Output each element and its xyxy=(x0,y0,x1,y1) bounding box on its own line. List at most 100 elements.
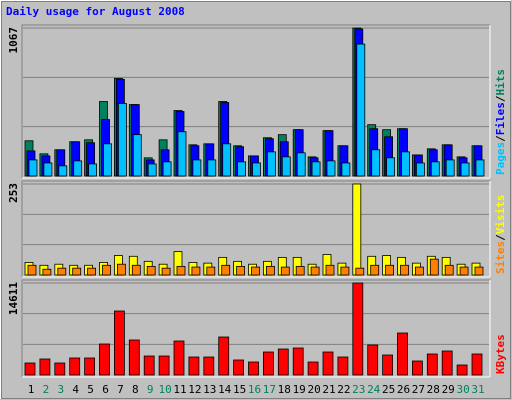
bar xyxy=(162,161,172,177)
bar xyxy=(356,43,366,177)
bar xyxy=(88,163,97,177)
bar xyxy=(158,355,170,376)
bar xyxy=(382,354,394,376)
x-tick-label: 7 xyxy=(117,383,124,396)
bar xyxy=(441,350,453,376)
bar xyxy=(24,362,36,376)
x-tick-label: 31 xyxy=(471,383,484,396)
x-tick-label: 14 xyxy=(218,383,232,396)
bar xyxy=(426,353,438,376)
x-tick-label: 25 xyxy=(382,383,395,396)
bar xyxy=(352,282,364,376)
bar xyxy=(326,160,336,177)
bar xyxy=(248,361,259,376)
bar xyxy=(445,159,455,177)
legend-entry: Sites xyxy=(494,241,507,274)
bar xyxy=(43,162,53,177)
bar xyxy=(173,340,185,376)
bar xyxy=(251,266,260,276)
x-tick-label: 8 xyxy=(132,383,139,396)
x-tick-label: 2 xyxy=(43,383,50,396)
x-tick-label: 26 xyxy=(397,383,410,396)
bar xyxy=(143,355,155,376)
bar xyxy=(352,183,362,276)
bar xyxy=(367,344,379,376)
bar xyxy=(39,358,51,376)
bar xyxy=(385,264,395,276)
bar xyxy=(474,266,484,276)
bar xyxy=(310,266,320,276)
legend: Pages/Files/Hits xyxy=(494,69,507,175)
legend-entry: Pages xyxy=(494,142,507,175)
bar xyxy=(456,364,468,376)
bar xyxy=(252,162,261,177)
bar xyxy=(206,266,216,276)
x-tick-label: 5 xyxy=(87,383,94,396)
bar xyxy=(28,159,38,177)
bar xyxy=(429,258,439,276)
bar xyxy=(87,267,96,276)
bar xyxy=(414,266,424,276)
bar xyxy=(325,264,335,276)
bar xyxy=(131,264,141,276)
legend: KBytes xyxy=(494,334,507,374)
y-tick-label: 253 xyxy=(7,183,20,203)
legend-entry: KBytes xyxy=(494,334,507,374)
bar xyxy=(236,265,246,276)
bar xyxy=(73,160,83,177)
bar xyxy=(370,264,380,276)
bar xyxy=(295,265,305,276)
bar xyxy=(218,336,230,376)
bar xyxy=(58,165,68,177)
bar xyxy=(176,265,186,276)
bar xyxy=(221,264,231,276)
bar xyxy=(147,163,157,177)
bar xyxy=(177,131,187,177)
x-tick-label: 22 xyxy=(337,383,350,396)
x-tick-label: 16 xyxy=(248,383,261,396)
bar xyxy=(281,156,291,177)
x-tick-label: 23 xyxy=(352,383,365,396)
bar xyxy=(280,266,290,276)
bar xyxy=(475,159,485,177)
x-tick-label: 20 xyxy=(307,383,320,396)
bar xyxy=(222,143,232,177)
bar xyxy=(103,143,112,177)
legend-entry: Hits xyxy=(494,69,507,96)
bar xyxy=(99,343,110,376)
bar xyxy=(371,149,381,177)
bar xyxy=(207,159,217,177)
x-tick-label: 19 xyxy=(293,383,306,396)
bar xyxy=(118,103,127,177)
x-tick-label: 4 xyxy=(72,383,79,396)
bar xyxy=(266,151,276,177)
x-tick-label: 11 xyxy=(173,383,186,396)
bar xyxy=(355,267,365,276)
bar xyxy=(233,359,245,376)
bar xyxy=(191,266,201,276)
x-tick-label: 3 xyxy=(57,383,64,396)
y-tick-label: 1067 xyxy=(7,27,20,54)
bar xyxy=(277,348,289,376)
bar xyxy=(84,357,95,376)
bar xyxy=(237,161,247,177)
bar xyxy=(192,159,202,177)
legend-separator: / xyxy=(494,95,507,102)
bar xyxy=(69,357,81,376)
bar xyxy=(307,361,319,376)
bar xyxy=(415,162,425,177)
bar xyxy=(460,162,470,177)
x-tick-label: 6 xyxy=(102,383,109,396)
bar xyxy=(459,266,469,276)
bar xyxy=(430,161,440,177)
legend-separator: / xyxy=(494,135,507,142)
chart-title: Daily usage for August 2008 xyxy=(6,5,185,18)
x-tick-label: 17 xyxy=(263,383,276,396)
x-tick-label: 27 xyxy=(412,383,425,396)
bar xyxy=(411,360,423,376)
legend-entry: Files xyxy=(494,102,507,135)
bar xyxy=(292,347,304,376)
x-tick-label: 24 xyxy=(367,383,381,396)
legend-separator: / xyxy=(494,234,507,241)
